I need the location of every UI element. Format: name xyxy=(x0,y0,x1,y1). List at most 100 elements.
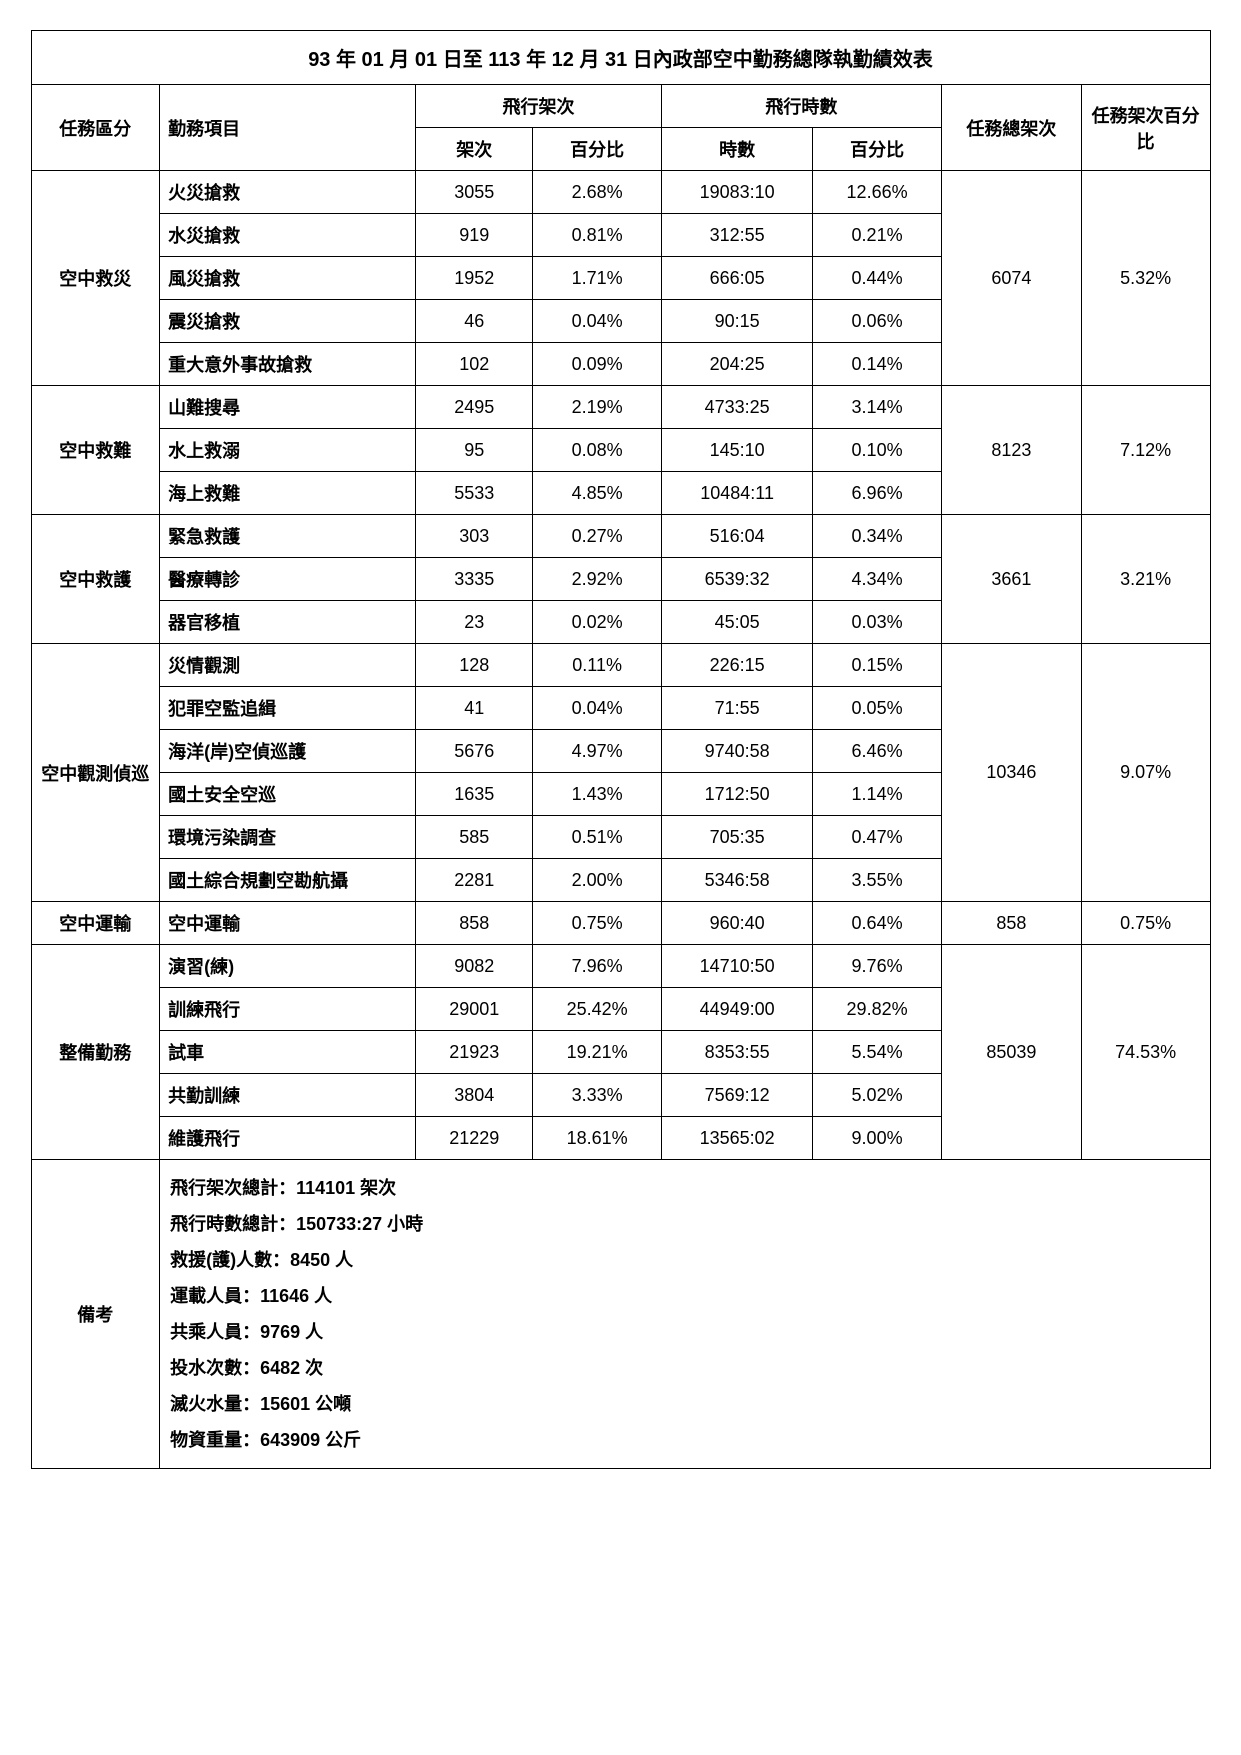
total-pct-cell: 0.75% xyxy=(1081,902,1210,945)
sorties-cell: 102 xyxy=(416,343,533,386)
table-row: 空中觀測偵巡災情觀測1280.11%226:150.15%103469.07% xyxy=(31,644,1210,687)
item-cell: 國土綜合規劃空勘航攝 xyxy=(160,859,416,902)
hours-cell: 13565:02 xyxy=(661,1117,812,1160)
hours-cell: 5346:58 xyxy=(661,859,812,902)
item-cell: 重大意外事故搶救 xyxy=(160,343,416,386)
sorties-pct-cell: 0.27% xyxy=(533,515,662,558)
hours-pct-cell: 0.14% xyxy=(813,343,942,386)
category-cell: 空中觀測偵巡 xyxy=(31,644,160,902)
header-total-sorties-pct: 任務架次百分比 xyxy=(1081,85,1210,171)
hours-cell: 9740:58 xyxy=(661,730,812,773)
total-pct-cell: 7.12% xyxy=(1081,386,1210,515)
remarks-row: 備考 飛行架次總計：114101 架次飛行時數總計：150733:27 小時救援… xyxy=(31,1160,1210,1469)
table-title: 93 年 01 月 01 日至 113 年 12 月 31 日內政部空中勤務總隊… xyxy=(31,31,1210,85)
sorties-pct-cell: 7.96% xyxy=(533,945,662,988)
item-cell: 風災搶救 xyxy=(160,257,416,300)
category-cell: 空中救難 xyxy=(31,386,160,515)
header-flight-sorties: 飛行架次 xyxy=(416,85,662,128)
total-sorties-cell: 6074 xyxy=(941,171,1081,386)
item-cell: 山難搜尋 xyxy=(160,386,416,429)
hours-cell: 90:15 xyxy=(661,300,812,343)
header-sorties: 架次 xyxy=(416,128,533,171)
item-cell: 火災搶救 xyxy=(160,171,416,214)
hours-cell: 145:10 xyxy=(661,429,812,472)
hours-cell: 516:04 xyxy=(661,515,812,558)
sorties-cell: 2281 xyxy=(416,859,533,902)
hours-pct-cell: 0.06% xyxy=(813,300,942,343)
sorties-pct-cell: 0.75% xyxy=(533,902,662,945)
hours-pct-cell: 9.00% xyxy=(813,1117,942,1160)
hours-pct-cell: 0.03% xyxy=(813,601,942,644)
sorties-pct-cell: 0.51% xyxy=(533,816,662,859)
table-row: 空中救護緊急救護3030.27%516:040.34%36613.21% xyxy=(31,515,1210,558)
item-cell: 共勤訓練 xyxy=(160,1074,416,1117)
hours-cell: 226:15 xyxy=(661,644,812,687)
hours-pct-cell: 29.82% xyxy=(813,988,942,1031)
sorties-pct-cell: 0.08% xyxy=(533,429,662,472)
total-sorties-cell: 10346 xyxy=(941,644,1081,902)
hours-pct-cell: 0.64% xyxy=(813,902,942,945)
table-row: 空中救難山難搜尋24952.19%4733:253.14%81237.12% xyxy=(31,386,1210,429)
hours-cell: 10484:11 xyxy=(661,472,812,515)
sorties-pct-cell: 3.33% xyxy=(533,1074,662,1117)
hours-pct-cell: 0.10% xyxy=(813,429,942,472)
sorties-pct-cell: 0.11% xyxy=(533,644,662,687)
item-cell: 犯罪空監追緝 xyxy=(160,687,416,730)
hours-pct-cell: 0.34% xyxy=(813,515,942,558)
total-sorties-cell: 8123 xyxy=(941,386,1081,515)
item-cell: 環境污染調查 xyxy=(160,816,416,859)
header-hours-pct: 百分比 xyxy=(813,128,942,171)
item-cell: 海上救難 xyxy=(160,472,416,515)
sorties-cell: 46 xyxy=(416,300,533,343)
sorties-cell: 21923 xyxy=(416,1031,533,1074)
item-cell: 國土安全空巡 xyxy=(160,773,416,816)
hours-pct-cell: 0.15% xyxy=(813,644,942,687)
category-cell: 空中運輸 xyxy=(31,902,160,945)
sorties-cell: 3804 xyxy=(416,1074,533,1117)
hours-cell: 4733:25 xyxy=(661,386,812,429)
table-row: 整備勤務演習(練)90827.96%14710:509.76%8503974.5… xyxy=(31,945,1210,988)
hours-cell: 14710:50 xyxy=(661,945,812,988)
item-cell: 器官移植 xyxy=(160,601,416,644)
hours-cell: 1712:50 xyxy=(661,773,812,816)
item-cell: 緊急救護 xyxy=(160,515,416,558)
hours-cell: 45:05 xyxy=(661,601,812,644)
hours-pct-cell: 0.47% xyxy=(813,816,942,859)
header-item: 勤務項目 xyxy=(160,85,416,171)
header-flight-hours: 飛行時數 xyxy=(661,85,941,128)
hours-pct-cell: 0.21% xyxy=(813,214,942,257)
sorties-pct-cell: 25.42% xyxy=(533,988,662,1031)
sorties-cell: 29001 xyxy=(416,988,533,1031)
item-cell: 震災搶救 xyxy=(160,300,416,343)
hours-cell: 19083:10 xyxy=(661,171,812,214)
hours-cell: 666:05 xyxy=(661,257,812,300)
hours-cell: 7569:12 xyxy=(661,1074,812,1117)
hours-pct-cell: 4.34% xyxy=(813,558,942,601)
sorties-pct-cell: 0.04% xyxy=(533,300,662,343)
header-category: 任務區分 xyxy=(31,85,160,171)
total-sorties-cell: 85039 xyxy=(941,945,1081,1160)
sorties-pct-cell: 4.85% xyxy=(533,472,662,515)
category-cell: 空中救護 xyxy=(31,515,160,644)
hours-pct-cell: 5.54% xyxy=(813,1031,942,1074)
category-cell: 整備勤務 xyxy=(31,945,160,1160)
hours-pct-cell: 6.46% xyxy=(813,730,942,773)
sorties-pct-cell: 1.43% xyxy=(533,773,662,816)
hours-cell: 960:40 xyxy=(661,902,812,945)
sorties-pct-cell: 18.61% xyxy=(533,1117,662,1160)
total-sorties-cell: 858 xyxy=(941,902,1081,945)
sorties-pct-cell: 19.21% xyxy=(533,1031,662,1074)
table-row: 空中救災火災搶救30552.68%19083:1012.66%60745.32% xyxy=(31,171,1210,214)
sorties-cell: 919 xyxy=(416,214,533,257)
header-sorties-pct: 百分比 xyxy=(533,128,662,171)
total-pct-cell: 5.32% xyxy=(1081,171,1210,386)
item-cell: 試車 xyxy=(160,1031,416,1074)
sorties-cell: 1952 xyxy=(416,257,533,300)
item-cell: 空中運輸 xyxy=(160,902,416,945)
hours-pct-cell: 12.66% xyxy=(813,171,942,214)
remarks-label: 備考 xyxy=(31,1160,160,1469)
header-total-sorties: 任務總架次 xyxy=(941,85,1081,171)
hours-cell: 71:55 xyxy=(661,687,812,730)
sorties-pct-cell: 2.68% xyxy=(533,171,662,214)
table-row: 空中運輸空中運輸8580.75%960:400.64%8580.75% xyxy=(31,902,1210,945)
